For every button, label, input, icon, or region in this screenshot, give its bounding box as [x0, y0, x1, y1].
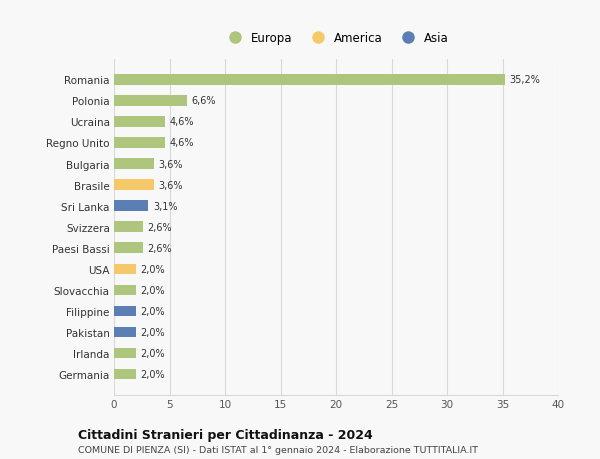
Text: 3,6%: 3,6% — [158, 180, 183, 190]
Text: 4,6%: 4,6% — [170, 138, 194, 148]
Bar — [114, 138, 165, 148]
Text: 3,6%: 3,6% — [158, 159, 183, 169]
Bar — [114, 369, 136, 380]
Text: Cittadini Stranieri per Cittadinanza - 2024: Cittadini Stranieri per Cittadinanza - 2… — [78, 428, 373, 441]
Text: 2,0%: 2,0% — [140, 369, 165, 379]
Text: 2,0%: 2,0% — [140, 306, 165, 316]
Text: 2,0%: 2,0% — [140, 264, 165, 274]
Text: 35,2%: 35,2% — [509, 75, 540, 85]
Text: 2,0%: 2,0% — [140, 348, 165, 358]
Bar — [114, 117, 165, 128]
Text: COMUNE DI PIENZA (SI) - Dati ISTAT al 1° gennaio 2024 - Elaborazione TUTTITALIA.: COMUNE DI PIENZA (SI) - Dati ISTAT al 1°… — [78, 445, 478, 454]
Bar — [114, 180, 154, 190]
Bar — [114, 159, 154, 169]
Bar — [114, 264, 136, 274]
Text: 4,6%: 4,6% — [170, 117, 194, 127]
Text: 6,6%: 6,6% — [192, 96, 216, 106]
Text: 2,0%: 2,0% — [140, 285, 165, 295]
Bar — [114, 201, 148, 212]
Text: 2,6%: 2,6% — [148, 222, 172, 232]
Bar — [114, 243, 143, 253]
Text: 2,0%: 2,0% — [140, 327, 165, 337]
Bar — [114, 96, 187, 106]
Bar — [114, 327, 136, 337]
Bar — [114, 348, 136, 358]
Bar — [114, 222, 143, 232]
Bar — [114, 285, 136, 296]
Text: 3,1%: 3,1% — [153, 201, 178, 211]
Bar — [114, 306, 136, 317]
Legend: Europa, America, Asia: Europa, America, Asia — [224, 32, 448, 45]
Bar — [114, 75, 505, 85]
Text: 2,6%: 2,6% — [148, 243, 172, 253]
